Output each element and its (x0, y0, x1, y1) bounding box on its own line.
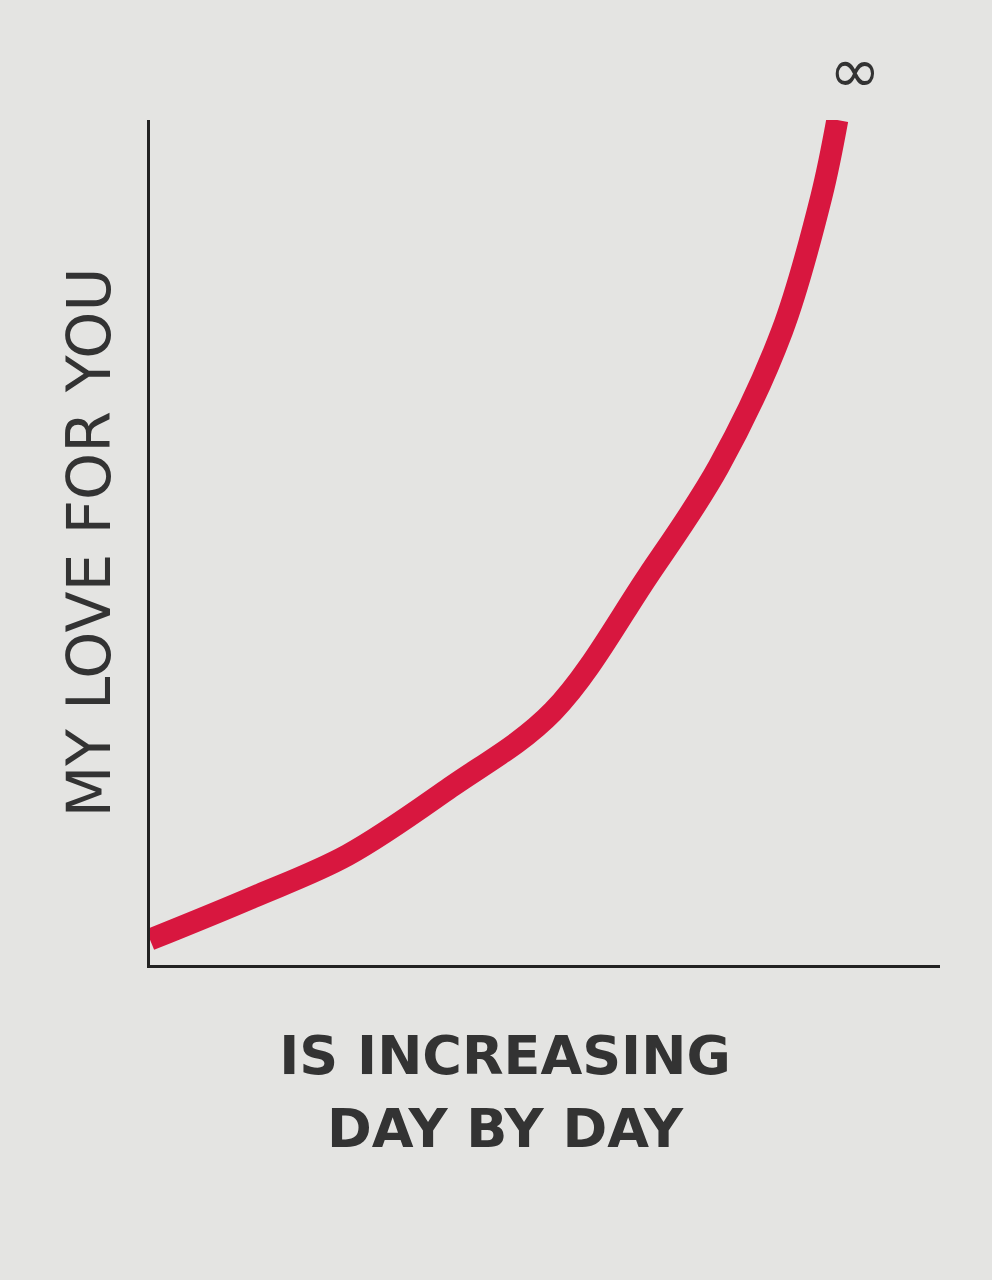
html-text:IS INCREASING DAY BY DAY: IS INCREASING DAY BY DAY (279, 1024, 731, 1160)
svg-text:MY LOVE FOR YOU: MY LOVE FOR YOU (54, 268, 124, 818)
svg-text:∞: ∞ (829, 34, 881, 107)
